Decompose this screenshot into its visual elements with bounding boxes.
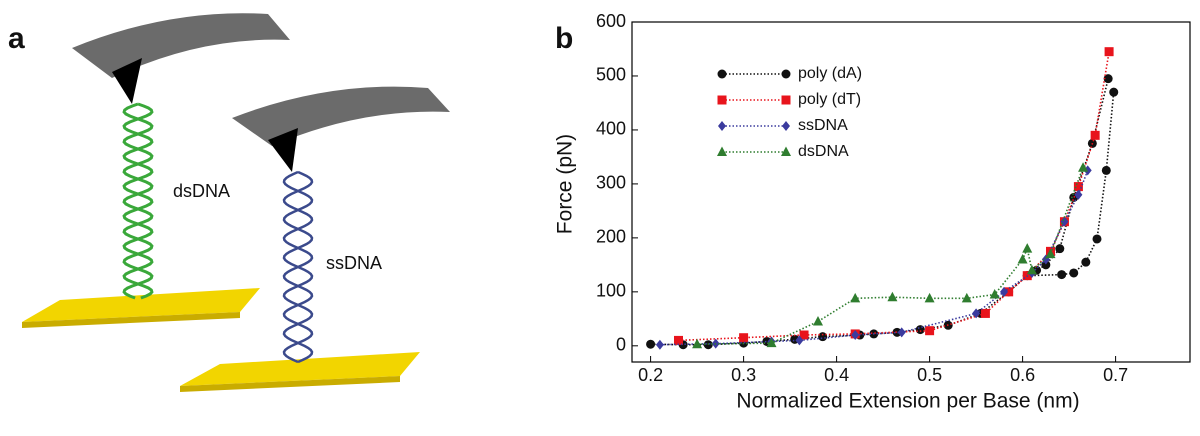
- point: [1078, 162, 1089, 172]
- point: [961, 292, 972, 303]
- legend-marker: [717, 146, 727, 156]
- legend-label: ssDNA: [798, 117, 848, 134]
- panel-label: b: [555, 22, 573, 55]
- point: [1045, 248, 1056, 259]
- point: [1081, 257, 1091, 267]
- y-tick-label: 300: [596, 173, 626, 193]
- y-tick-label: 0: [616, 335, 626, 355]
- point: [813, 316, 823, 326]
- panel-label: a: [8, 22, 25, 55]
- point: [1104, 47, 1114, 57]
- point: [692, 338, 703, 349]
- point: [925, 326, 935, 336]
- substrate-edge: [22, 312, 240, 328]
- diagram-label: ssDNA: [326, 253, 382, 273]
- point: [781, 69, 791, 79]
- legend-label: dsDNA: [798, 143, 849, 160]
- point: [1109, 87, 1119, 97]
- point: [1101, 165, 1111, 175]
- point: [782, 121, 790, 131]
- point: [674, 335, 683, 345]
- cantilever: [232, 86, 450, 146]
- point: [892, 327, 902, 337]
- tip: [112, 58, 142, 104]
- point: [646, 339, 656, 349]
- point: [887, 291, 898, 302]
- tip: [268, 128, 298, 172]
- point: [1073, 182, 1083, 192]
- strand: [122, 102, 154, 300]
- y-axis-label: Force (pN): [554, 134, 577, 234]
- point: [915, 325, 925, 335]
- y-tick-label: 600: [596, 11, 626, 31]
- point: [795, 335, 804, 346]
- y-tick-label: 100: [596, 281, 626, 301]
- series-line: [697, 167, 1084, 345]
- point: [781, 146, 791, 156]
- chart: Force (pN) Normalized Extension per Base…: [554, 11, 1191, 413]
- legend-marker: [718, 121, 726, 131]
- point: [1090, 130, 1100, 140]
- point: [1017, 253, 1028, 264]
- point: [1004, 287, 1014, 297]
- y-tick-label: 400: [596, 119, 626, 139]
- legend-label: poly (dA): [798, 65, 862, 82]
- point: [851, 330, 860, 341]
- x-tick-label: 0.6: [1010, 365, 1035, 385]
- helix: [122, 102, 314, 364]
- point: [924, 292, 935, 303]
- point: [1057, 270, 1067, 280]
- strand: [122, 102, 154, 300]
- substrate: [22, 288, 260, 322]
- point: [655, 339, 664, 350]
- point: [739, 333, 749, 343]
- point: [972, 308, 981, 319]
- point: [766, 337, 777, 348]
- x-tick-label: 0.4: [824, 365, 849, 385]
- legend-label: poly (dT): [798, 91, 861, 108]
- x-tick-label: 0.2: [638, 365, 663, 385]
- point: [1069, 268, 1079, 278]
- diagram: dsDNA ssDNA: [22, 13, 450, 392]
- substrate: [180, 352, 420, 386]
- substrate-edge: [180, 376, 400, 392]
- x-axis-label: Normalized Extension per Base (nm): [736, 390, 1079, 413]
- legend-marker: [717, 95, 727, 105]
- point: [1022, 243, 1033, 253]
- legend-marker: [717, 69, 727, 79]
- strand: [282, 170, 314, 364]
- x-tick-label: 0.3: [731, 365, 756, 385]
- series-line: [650, 78, 1115, 346]
- x-tick-label: 0.5: [917, 365, 942, 385]
- point: [850, 292, 861, 303]
- y-tick-label: 200: [596, 227, 626, 247]
- point: [818, 332, 828, 342]
- point: [1074, 189, 1083, 200]
- point: [1092, 234, 1102, 244]
- point: [1055, 244, 1065, 254]
- point: [781, 95, 791, 105]
- x-tick-label: 0.7: [1103, 365, 1128, 385]
- point: [989, 289, 1000, 299]
- point: [1026, 264, 1037, 275]
- plot-frame: [631, 21, 1191, 363]
- point: [1103, 74, 1113, 84]
- point: [799, 330, 809, 340]
- cantilever: [72, 13, 290, 78]
- point: [1000, 286, 1008, 297]
- diagram-label: dsDNA: [173, 181, 230, 201]
- point: [897, 327, 906, 338]
- point: [980, 308, 990, 318]
- y-tick-label: 500: [596, 65, 626, 85]
